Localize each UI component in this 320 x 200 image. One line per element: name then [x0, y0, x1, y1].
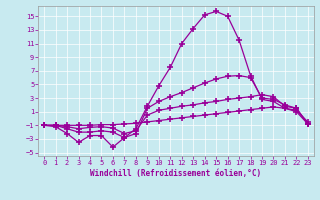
X-axis label: Windchill (Refroidissement éolien,°C): Windchill (Refroidissement éolien,°C): [91, 169, 261, 178]
